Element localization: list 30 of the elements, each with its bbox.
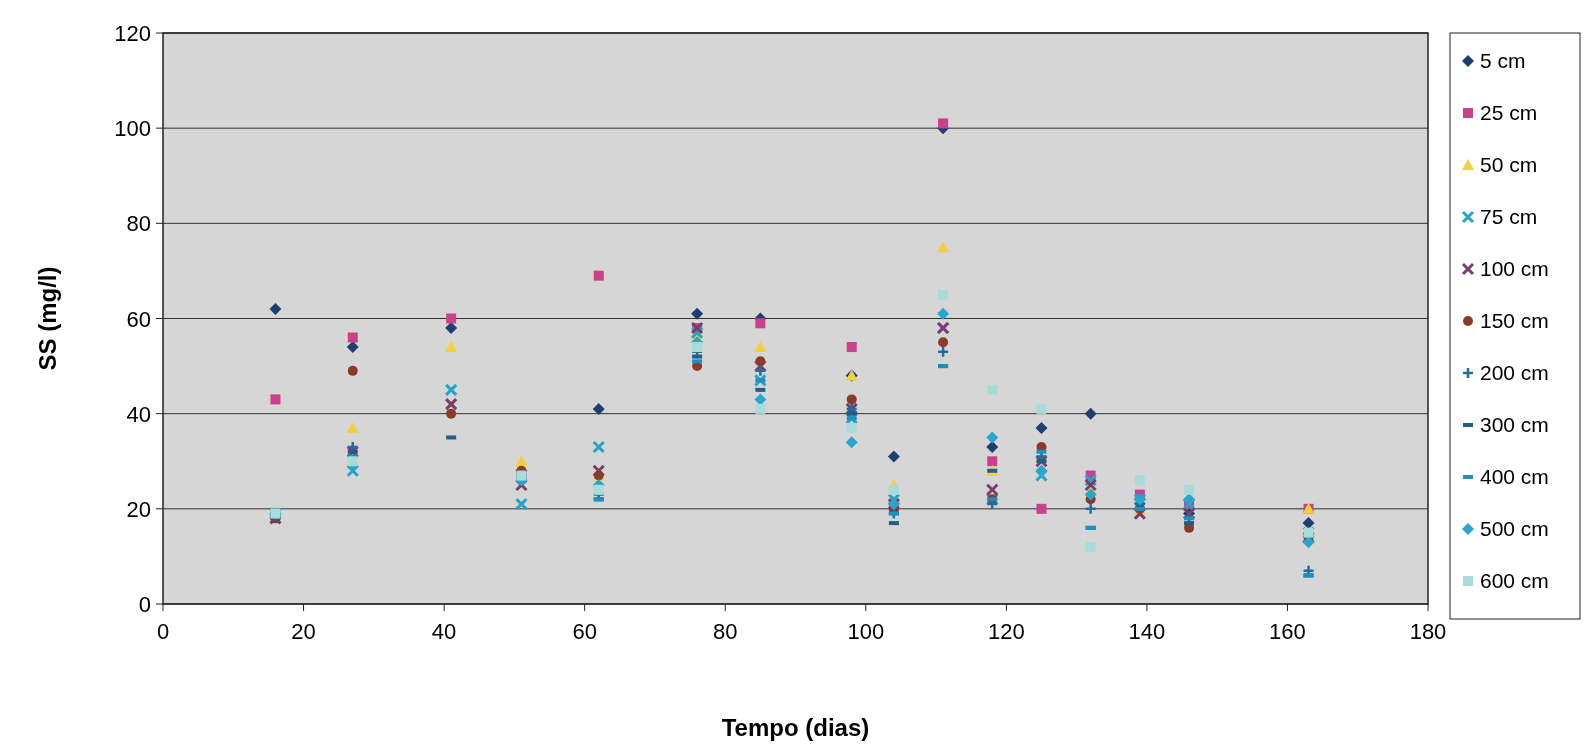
legend-label: 150 cm: [1480, 309, 1549, 332]
x-tick-label: 60: [572, 619, 597, 644]
x-tick-label: 0: [156, 619, 170, 644]
x-tick-label: 40: [431, 619, 457, 644]
x-tick-label: 80: [712, 619, 738, 644]
y-tick-label: 0: [138, 592, 151, 617]
legend-label: 25 cm: [1480, 101, 1538, 124]
legend-label: 200 cm: [1480, 361, 1549, 384]
x-tick-label: 100: [847, 619, 885, 644]
y-tick-label: 40: [126, 401, 151, 427]
x-tick-label: 180: [1409, 619, 1447, 644]
legend-label: 300 cm: [1480, 413, 1549, 436]
legend-label: 400 cm: [1480, 465, 1549, 488]
legend-label: 75 cm: [1480, 205, 1538, 228]
y-axis-title: SS (mg/l): [34, 266, 61, 371]
legend-label: 5 cm: [1480, 49, 1526, 72]
x-axis-title: Tempo (dias): [721, 714, 870, 741]
y-tick-label: 80: [126, 211, 151, 237]
y-tick-label: 100: [114, 116, 151, 142]
x-tick-label: 20: [291, 619, 316, 644]
y-tick-label: 20: [126, 496, 151, 522]
x-tick-label: 120: [987, 619, 1025, 644]
legend-label: 50 cm: [1480, 153, 1538, 176]
legend-label: 100 cm: [1480, 257, 1549, 280]
x-tick-label: 140: [1128, 619, 1166, 644]
legend-label: 600 cm: [1480, 569, 1549, 592]
x-tick-label: 160: [1269, 619, 1306, 644]
legend-label: 500 cm: [1480, 517, 1549, 540]
y-tick-label: 120: [114, 21, 151, 46]
y-tick-label: 60: [126, 306, 151, 332]
